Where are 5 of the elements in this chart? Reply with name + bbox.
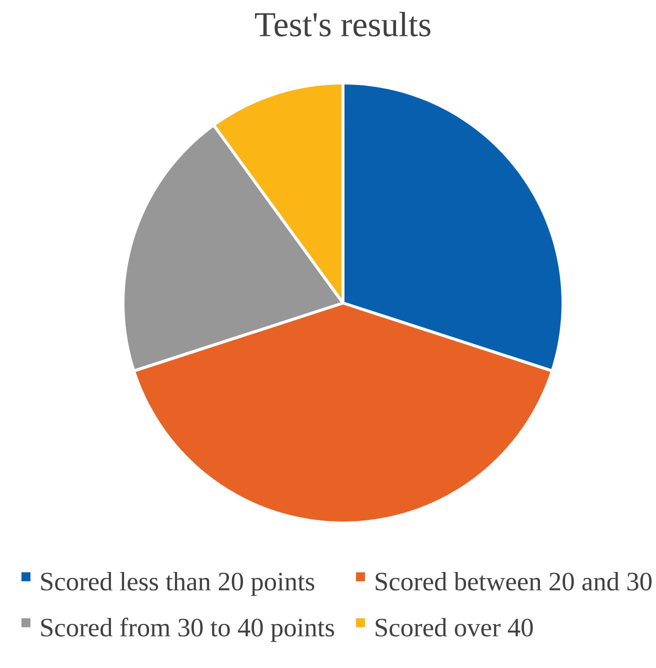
legend-label: Scored from 30 to 40 points bbox=[41, 618, 334, 642]
legend-label: Scored over 40 bbox=[376, 618, 533, 637]
legend-label: Scored between 20 and 30 bbox=[376, 572, 652, 591]
legend-label: Scored less than 20 points bbox=[41, 572, 314, 596]
chart-title: Test's results bbox=[255, 12, 430, 36]
